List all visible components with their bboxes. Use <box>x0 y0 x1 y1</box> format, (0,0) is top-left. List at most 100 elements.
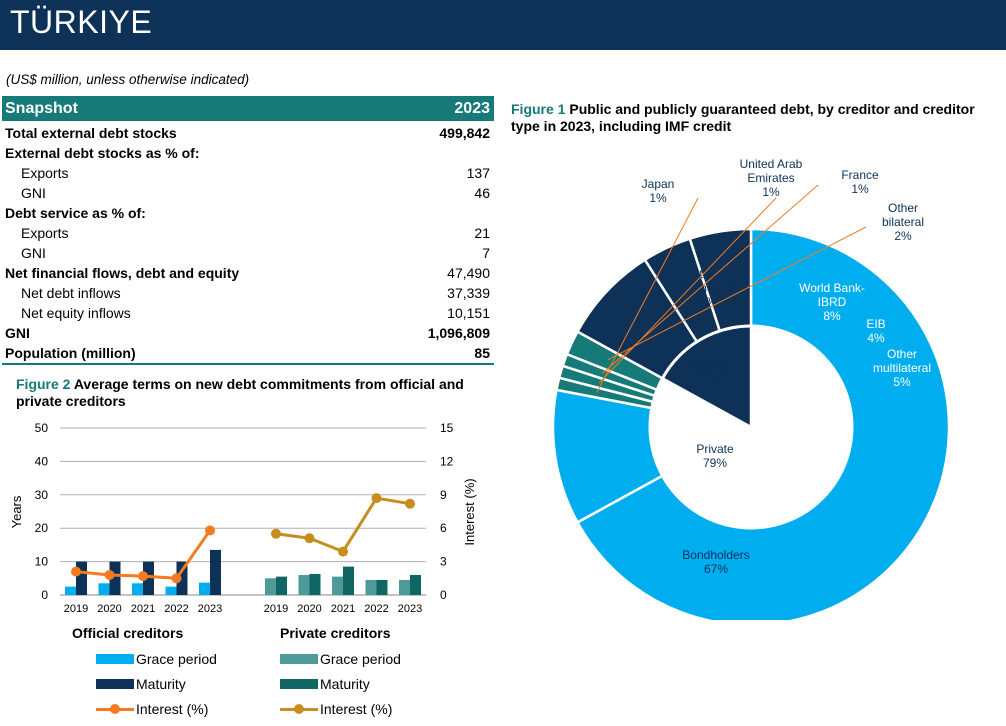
bar-maturity <box>210 549 221 595</box>
snapshot-row: Net debt inflows 37,339 <box>2 283 494 303</box>
legend-label: Interest (%) <box>320 701 393 717</box>
snapshot-row: Population (million) 85 <box>2 343 494 363</box>
outer-label-other-commercial: Other commercial 11% <box>674 267 735 309</box>
bar-grace-period <box>132 583 143 595</box>
snapshot-row-label: GNI <box>5 325 30 341</box>
snapshot-title: Snapshot <box>5 99 78 117</box>
x-tick-label: 2020 <box>297 603 321 615</box>
callout-label-other-bilateral: Other bilateral 2% <box>882 201 924 243</box>
callout-label-uae: United Arab Emirates 1% <box>740 157 803 199</box>
figure2-legend: Official creditors Private creditors Gra… <box>70 622 470 726</box>
snapshot-row-label: GNI <box>21 185 46 201</box>
x-tick-label: 2023 <box>398 603 422 615</box>
interest-point <box>271 528 281 539</box>
outer-label-eib: EIB 4% <box>866 317 885 345</box>
x-tick-label: 2019 <box>64 603 88 615</box>
y2-axis-title: Interest (%) <box>462 478 477 545</box>
leader-line-japan <box>596 197 699 393</box>
interest-point <box>405 498 415 509</box>
figure2-title: Figure 2 Average terms on new debt commi… <box>16 376 486 410</box>
snapshot-row: Net equity inflows 10,151 <box>2 303 494 323</box>
snapshot-bottom-rule <box>2 363 494 365</box>
x-tick-label: 2021 <box>331 603 355 615</box>
y-tick-label: 50 <box>35 421 49 435</box>
y2-tick-label: 3 <box>440 555 447 569</box>
snapshot-row-value: 10,151 <box>447 305 490 321</box>
x-tick-label: 2022 <box>164 603 188 615</box>
snapshot-row-value: 37,339 <box>447 285 490 301</box>
snapshot-row-label: External debt stocks as % of: <box>5 145 200 161</box>
x-tick-label: 2023 <box>198 603 222 615</box>
y-tick-label: 30 <box>35 488 49 502</box>
figure2-bar-line-chart: 0 10 20 30 40 50 0 3 6 9 12 15 Years Interest (%) 2019… <box>9 421 477 615</box>
y2-tick-label: 0 <box>440 588 447 602</box>
snapshot-row: Total external debt stocks 499,842 <box>2 123 494 143</box>
snapshot-row-value: 85 <box>474 345 490 361</box>
interest-point <box>371 493 382 504</box>
bar-grace-period <box>332 576 343 595</box>
legend-label: Grace period <box>136 651 217 667</box>
bar-maturity <box>410 574 421 595</box>
legend-label: Maturity <box>320 676 370 692</box>
y2-tick-label: 6 <box>440 521 447 535</box>
snapshot-row-value: 1,096,809 <box>427 325 490 341</box>
x-tick-label: 2020 <box>97 603 121 615</box>
figure1-number: Figure 1 <box>511 101 566 117</box>
leader-line-other-bilateral <box>607 226 867 361</box>
snapshot-row: GNI 1,096,809 <box>2 323 494 343</box>
bar-maturity <box>76 561 87 595</box>
x-tick-label: 2021 <box>131 603 155 615</box>
snapshot-row: Exports 21 <box>2 223 494 243</box>
legend-official-heading: Official creditors <box>72 625 184 641</box>
legend-private-interest: Interest (%) <box>280 700 392 718</box>
page-header: TÜRKIYE <box>0 0 1006 50</box>
snapshot-row-value: 46 <box>474 185 490 201</box>
legend-swatch-grey-teal <box>280 654 318 664</box>
inner-ring-border <box>648 324 854 530</box>
snapshot-row-label: Net equity inflows <box>21 305 131 321</box>
snapshot-row: Net financial flows, debt and equity 47,4… <box>2 263 494 283</box>
snapshot-row-value: 21 <box>474 225 490 241</box>
y-tick-label: 0 <box>41 588 48 602</box>
legend-line-gold <box>280 703 318 715</box>
legend-official-maturity: Maturity <box>96 675 186 693</box>
bar-grace-period <box>98 583 110 595</box>
snapshot-row-label: Total external debt stocks <box>5 125 177 141</box>
legend-label: Grace period <box>320 651 401 667</box>
y2-tick-label: 15 <box>440 421 454 435</box>
snapshot-row-value: 47,490 <box>447 265 490 281</box>
bar-grace-period <box>165 586 177 595</box>
snapshot-header: Snapshot 2023 <box>2 96 494 121</box>
interest-point <box>138 571 148 582</box>
country-title: TÜRKIYE <box>10 4 153 40</box>
interest-line <box>275 496 411 554</box>
snapshot-row-label: Debt service as % of: <box>5 205 146 221</box>
snapshot-row: Exports 137 <box>2 163 494 183</box>
y-tick-label: 40 <box>35 454 49 468</box>
leader-line-france <box>602 184 819 374</box>
bar-grace-period <box>399 579 410 595</box>
y-tick-label: 10 <box>35 555 49 569</box>
bar-grace-period <box>199 582 210 595</box>
legend-swatch-dark-teal <box>280 679 318 689</box>
callout-label-france: France 1% <box>841 168 879 196</box>
legend-private-maturity: Maturity <box>280 675 370 693</box>
legend-private-heading: Private creditors <box>280 625 391 641</box>
y-axis-title: Years <box>9 495 24 528</box>
bar-maturity <box>276 576 287 595</box>
snapshot-row: External debt stocks as % of: <box>2 143 494 163</box>
figure1-donut-chart: Private 79% Bilateral 4% Multilateral 17% Bond… <box>551 157 951 620</box>
x-tick-label: 2019 <box>264 603 288 615</box>
y2-tick-label: 12 <box>440 454 454 468</box>
snapshot-row-label: Net financial flows, debt and equity <box>5 265 240 281</box>
legend-private-grace: Grace period <box>280 650 401 668</box>
snapshot-rows: Total external debt stocks 499,842 Externa… <box>2 123 494 363</box>
y-tick-label: 20 <box>35 521 49 535</box>
snapshot-row-label: Exports <box>21 165 69 181</box>
figure1-title-text: Public and publicly guaranteed debt, by … <box>511 101 975 134</box>
bar-grace-period <box>65 586 76 595</box>
interest-point <box>104 569 115 580</box>
callout-label-japan: Japan 1% <box>642 177 675 205</box>
snapshot-year: 2023 <box>454 99 490 117</box>
snapshot-row-label: Net debt inflows <box>21 285 121 301</box>
